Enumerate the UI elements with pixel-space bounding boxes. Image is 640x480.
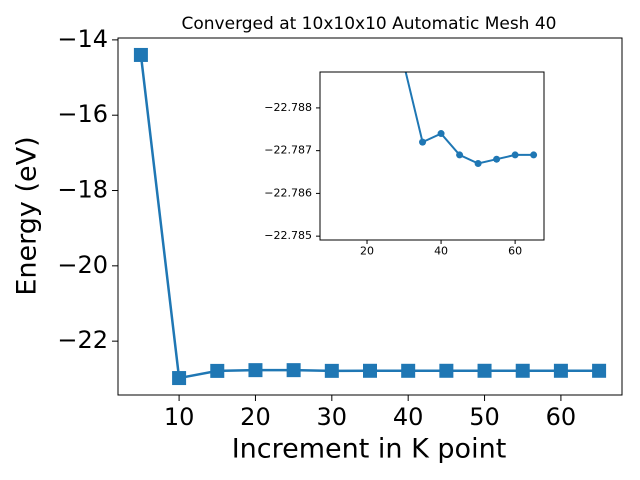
- marker: [474, 159, 482, 167]
- marker: [493, 155, 501, 163]
- marker: [286, 363, 301, 378]
- marker: [363, 363, 377, 378]
- marker: [515, 363, 530, 378]
- marker: [419, 138, 427, 146]
- y-tick-label: −22.788: [264, 101, 312, 114]
- x-tick-label: 20: [360, 245, 374, 258]
- axes-frame: [117, 37, 623, 396]
- marker: [530, 151, 538, 159]
- y-tick-label: −16: [57, 100, 108, 128]
- marker: [477, 363, 492, 378]
- x-tick-label: 10: [164, 403, 195, 431]
- y-tick-label: −20: [57, 251, 108, 279]
- marker: [172, 371, 187, 386]
- y-tick-label: −18: [57, 176, 108, 204]
- marker: [511, 151, 519, 159]
- marker: [437, 130, 445, 138]
- marker: [401, 363, 416, 378]
- marker: [456, 151, 464, 159]
- x-axis-label: Increment in K point: [232, 434, 507, 465]
- marker: [553, 363, 568, 378]
- y-tick-label: −22: [57, 326, 108, 354]
- marker: [439, 363, 454, 378]
- x-tick-label: 50: [469, 403, 500, 431]
- marker: [248, 363, 263, 378]
- chart-title: Converged at 10x10x10 Automatic Mesh 40: [182, 14, 557, 34]
- marker: [133, 47, 148, 62]
- marker: [592, 363, 607, 378]
- x-tick-label: 40: [434, 245, 448, 258]
- y-tick-label: −22.786: [264, 186, 312, 199]
- y-tick-label: −22.785: [264, 229, 312, 242]
- x-tick-label: 30: [317, 403, 348, 431]
- series: [133, 47, 607, 386]
- marker: [210, 363, 225, 378]
- x-tick-label: 20: [240, 403, 271, 431]
- axes-frame: [319, 71, 545, 241]
- y-axis-label: Energy (eV): [12, 136, 43, 295]
- x-tick-label: 40: [393, 403, 424, 431]
- marker: [324, 363, 339, 378]
- y-tick-label: −22.787: [264, 144, 312, 157]
- x-tick-label: 60: [508, 245, 522, 258]
- series: [404, 72, 538, 167]
- y-tick-label: −14: [57, 25, 108, 53]
- x-tick-label: 60: [546, 403, 577, 431]
